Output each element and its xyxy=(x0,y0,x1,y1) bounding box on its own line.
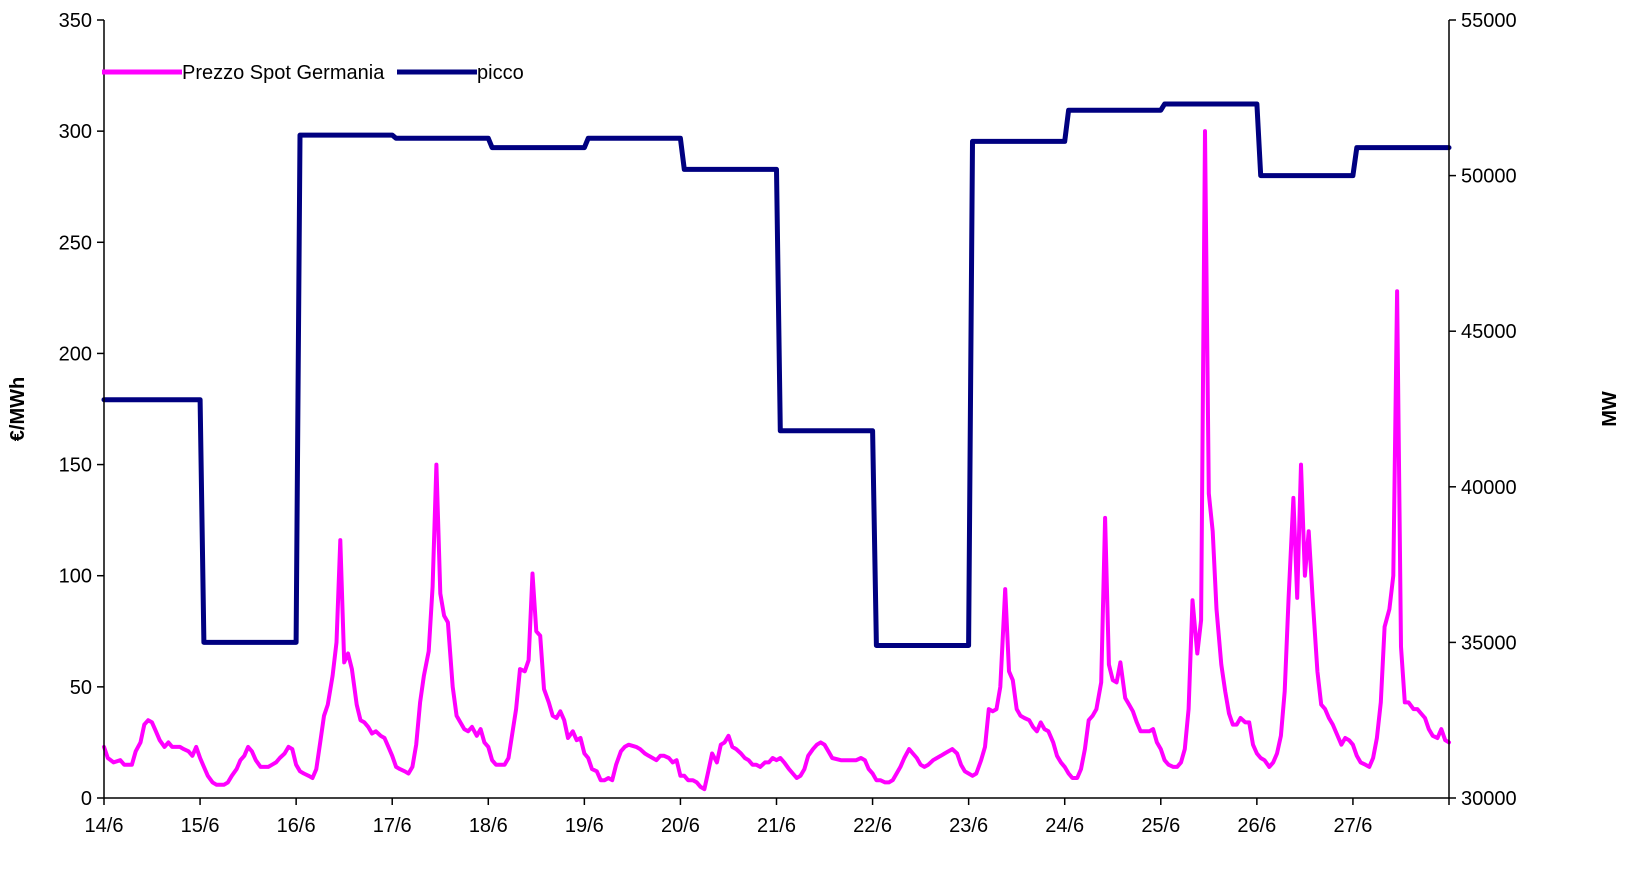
left-tick-label: 50 xyxy=(70,677,92,699)
right-tick-label: 45000 xyxy=(1461,321,1517,343)
legend: Prezzo Spot Germania picco xyxy=(102,62,524,84)
x-tick-label: 24/6 xyxy=(1045,815,1084,837)
legend-label-spot: Prezzo Spot Germania xyxy=(182,62,385,84)
x-tick-label: 19/6 xyxy=(565,815,604,837)
plot-lines xyxy=(101,101,1452,792)
left-tick-label: 250 xyxy=(59,232,92,254)
right-tick-label: 30000 xyxy=(1461,788,1517,810)
x-tick-label: 18/6 xyxy=(469,815,508,837)
axes: 0 50 100 150 200 250 300 350 30000 35000 40000 4500… xyxy=(59,10,1517,837)
x-tick-label: 16/6 xyxy=(277,815,316,837)
left-tick-label: 350 xyxy=(59,10,92,32)
series-line-picco xyxy=(101,101,1452,648)
x-tick-label: 23/6 xyxy=(949,815,988,837)
right-tick-label: 55000 xyxy=(1461,10,1517,32)
x-tick-label: 20/6 xyxy=(661,815,700,837)
x-tick-label: 14/6 xyxy=(85,815,124,837)
right-tick-label: 35000 xyxy=(1461,632,1517,654)
x-tick-label: 25/6 xyxy=(1141,815,1180,837)
left-tick-label: 0 xyxy=(81,788,92,810)
right-tick-label: 50000 xyxy=(1461,166,1517,188)
right-axis-title: MW xyxy=(1599,391,1621,427)
series-line-prezzo-spot xyxy=(102,129,1451,792)
x-tick-label: 15/6 xyxy=(181,815,220,837)
left-tick-label: 150 xyxy=(59,455,92,477)
x-tick-label: 27/6 xyxy=(1333,815,1372,837)
x-tick-label: 17/6 xyxy=(373,815,412,837)
x-tick-label: 26/6 xyxy=(1237,815,1276,837)
left-tick-label: 200 xyxy=(59,343,92,365)
left-axis-title: €/MWh xyxy=(7,377,29,441)
x-tick-label: 21/6 xyxy=(757,815,796,837)
x-tick-label: 22/6 xyxy=(853,815,892,837)
left-tick-label: 300 xyxy=(59,121,92,143)
right-tick-label: 40000 xyxy=(1461,477,1517,499)
legend-label-picco: picco xyxy=(477,62,524,84)
left-tick-label: 100 xyxy=(59,566,92,588)
